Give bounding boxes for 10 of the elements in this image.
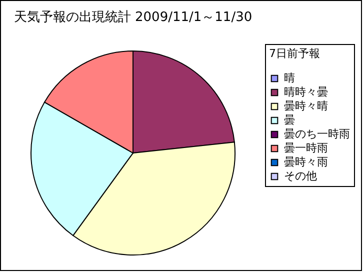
legend-label: その他 bbox=[284, 170, 317, 182]
legend-label: 曇のち一時雨 bbox=[284, 128, 350, 140]
legend-label: 曇一時雨 bbox=[284, 142, 328, 154]
legend-label: 曇時々晴 bbox=[284, 100, 328, 112]
legend-label: 晴時々曇 bbox=[284, 86, 328, 98]
legend-label: 晴 bbox=[284, 72, 295, 84]
legend-label: 曇 bbox=[284, 114, 295, 126]
legend-title: 7日前予報 bbox=[269, 47, 320, 60]
chart-title: 天気予報の出現統計 2009/11/1～11/30 bbox=[14, 10, 252, 25]
legend-label: 曇時々雨 bbox=[284, 156, 328, 168]
